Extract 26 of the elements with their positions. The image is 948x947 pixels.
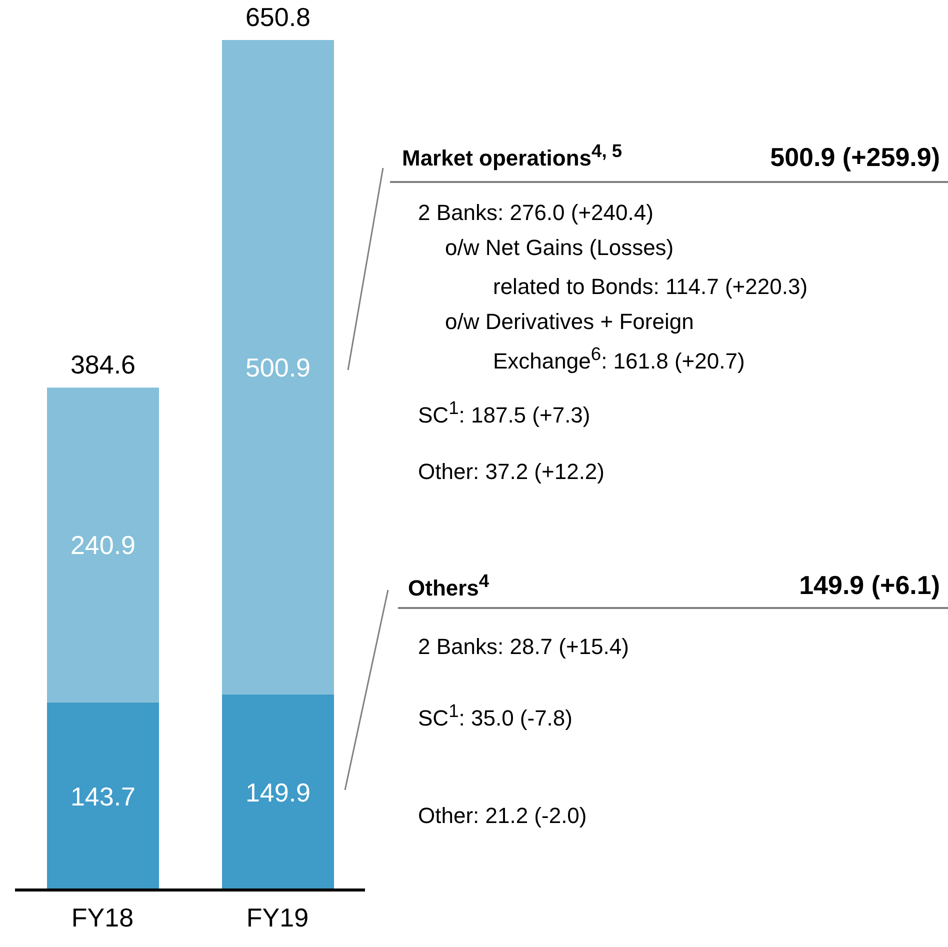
text: SC$^{1}$: 187.5 (+7.3): [418, 397, 590, 428]
data-label: 500.9: [245, 352, 311, 382]
text: related to Bonds: 114.7 (+220.3): [493, 274, 808, 300]
bar: [47, 388, 159, 702]
text: 500.9 (+259.9): [770, 142, 940, 173]
text: 2 Banks: 276.0 (+240.4): [418, 200, 654, 226]
x-tick-label: FY18: [71, 902, 134, 932]
total-label: 384.6: [70, 350, 136, 380]
text: Other: 37.2 (+12.2): [418, 459, 604, 485]
total-label: 650.8: [245, 2, 311, 32]
text: Market operations$^{4, 5}$: [402, 140, 622, 172]
text: Exchange$^{6}$: 161.8 (+20.7): [493, 343, 745, 374]
bar: [222, 694, 334, 890]
text: Other: 21.2 (-2.0): [418, 803, 587, 829]
x-tick-label: FY19: [246, 902, 309, 932]
text: o/w Net Gains (Losses): [445, 235, 674, 261]
bar: [222, 40, 334, 694]
text: 2 Banks: 28.7 (+15.4): [418, 634, 629, 660]
text: Others$^{4}$: [408, 570, 490, 602]
text: o/w Derivatives + Foreign: [445, 309, 694, 335]
bar: [47, 702, 159, 890]
data-label: 143.7: [70, 781, 136, 812]
data-label: 240.9: [70, 530, 136, 560]
text: 149.9 (+6.1): [799, 570, 940, 601]
text: SC$^{1}$: 35.0 (-7.8): [418, 700, 572, 732]
data-label: 149.9: [245, 777, 311, 808]
